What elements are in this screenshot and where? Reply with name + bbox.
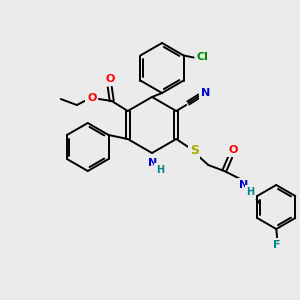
Text: Cl: Cl	[197, 52, 208, 62]
Text: O: O	[87, 93, 96, 103]
Text: O: O	[105, 74, 114, 84]
Text: S: S	[190, 145, 199, 158]
Text: F: F	[274, 240, 281, 250]
Text: O: O	[229, 145, 238, 155]
Text: H: H	[246, 187, 254, 197]
Text: H: H	[156, 165, 164, 175]
Text: N: N	[238, 180, 248, 190]
Text: N: N	[148, 158, 158, 168]
Text: N: N	[201, 88, 210, 98]
